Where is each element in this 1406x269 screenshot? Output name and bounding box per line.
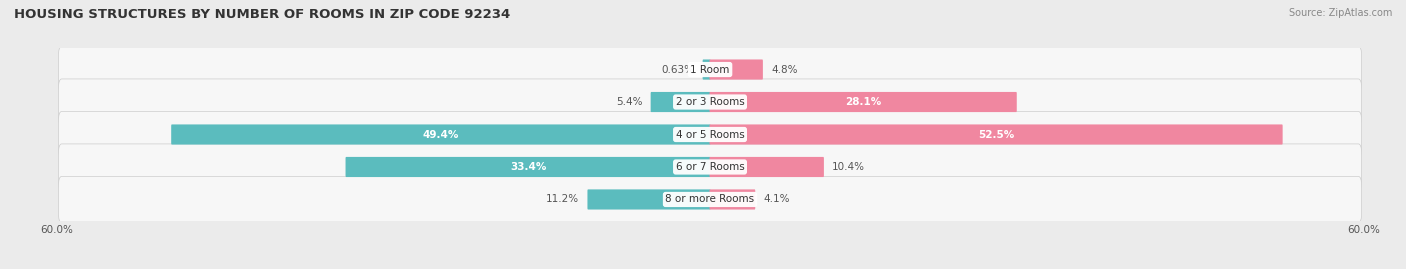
Text: 0.63%: 0.63% [661,65,695,75]
FancyBboxPatch shape [710,92,1017,112]
Text: 8 or more Rooms: 8 or more Rooms [665,194,755,204]
Text: 28.1%: 28.1% [845,97,882,107]
FancyBboxPatch shape [59,144,1361,190]
FancyBboxPatch shape [710,189,755,210]
Text: 6 or 7 Rooms: 6 or 7 Rooms [676,162,744,172]
Text: 1 Room: 1 Room [690,65,730,75]
Text: 4.1%: 4.1% [763,194,790,204]
Text: HOUSING STRUCTURES BY NUMBER OF ROOMS IN ZIP CODE 92234: HOUSING STRUCTURES BY NUMBER OF ROOMS IN… [14,8,510,21]
FancyBboxPatch shape [710,59,763,80]
FancyBboxPatch shape [59,176,1361,222]
Text: 10.4%: 10.4% [832,162,865,172]
Text: Source: ZipAtlas.com: Source: ZipAtlas.com [1288,8,1392,18]
FancyBboxPatch shape [710,125,1282,144]
FancyBboxPatch shape [346,157,710,177]
FancyBboxPatch shape [172,125,710,144]
Text: 2 or 3 Rooms: 2 or 3 Rooms [676,97,744,107]
Text: 5.4%: 5.4% [616,97,643,107]
Text: 52.5%: 52.5% [979,129,1014,140]
FancyBboxPatch shape [59,79,1361,125]
Text: 11.2%: 11.2% [546,194,579,204]
FancyBboxPatch shape [651,92,710,112]
FancyBboxPatch shape [59,47,1361,93]
FancyBboxPatch shape [710,157,824,177]
FancyBboxPatch shape [703,59,710,80]
Text: 4.8%: 4.8% [770,65,797,75]
Text: 4 or 5 Rooms: 4 or 5 Rooms [676,129,744,140]
Text: 33.4%: 33.4% [510,162,547,172]
Text: 49.4%: 49.4% [423,129,460,140]
FancyBboxPatch shape [588,189,710,210]
FancyBboxPatch shape [59,111,1361,158]
